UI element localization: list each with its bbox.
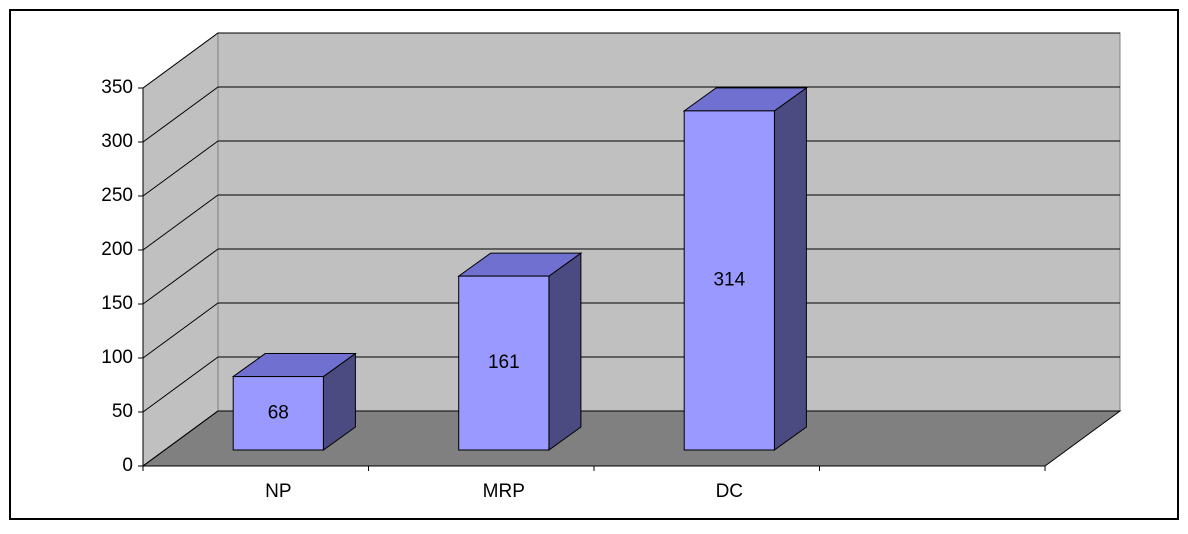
x-tick-label: NP (265, 481, 291, 502)
value-label: 314 (713, 269, 745, 290)
y-tick-label: 350 (101, 77, 133, 98)
y-tick-label: 200 (101, 239, 133, 260)
y-tick-label: 300 (101, 131, 133, 152)
grid-line (142, 410, 219, 467)
bar (232, 376, 324, 451)
grid-line (142, 194, 219, 251)
grid-line (142, 32, 219, 89)
bar-side (548, 252, 582, 451)
bar (683, 110, 775, 451)
x-tick-label: DC (716, 481, 743, 502)
value-label: 68 (268, 402, 289, 423)
grid-line (142, 86, 219, 143)
y-tick-label: 50 (112, 401, 133, 422)
y-tick-label: 0 (122, 455, 133, 476)
grid-line (142, 356, 219, 413)
bar-side (773, 86, 807, 451)
side-wall (142, 32, 219, 467)
y-tick-label: 150 (101, 293, 133, 314)
grid-line (142, 140, 219, 197)
y-tick-label: 250 (101, 185, 133, 206)
x-tick-label: MRP (483, 481, 525, 502)
value-label: 161 (488, 352, 520, 373)
grid-line (142, 248, 219, 305)
grid-line (142, 302, 219, 359)
y-tick-label: 100 (101, 347, 133, 368)
bar (458, 275, 550, 451)
